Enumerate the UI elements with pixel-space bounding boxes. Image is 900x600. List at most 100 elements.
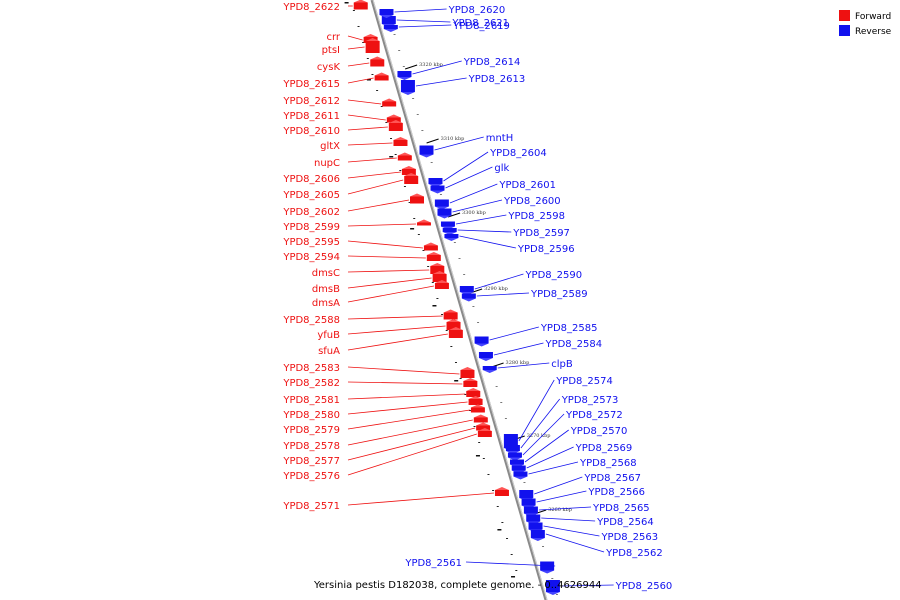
reverse-gene-block[interactable]: [507, 452, 522, 458]
reverse-gene-label[interactable]: YPD8_2560: [615, 581, 673, 592]
reverse-gene-label[interactable]: YPD8_2567: [583, 473, 641, 484]
reverse-gene-label[interactable]: mntH: [486, 133, 514, 144]
reverse-gene-label[interactable]: YPD8_2572: [565, 410, 623, 421]
reverse-gene-label[interactable]: YPD8_2568: [579, 458, 637, 469]
forward-gene-block[interactable]: [410, 196, 424, 204]
reverse-gene-block[interactable]: [503, 434, 518, 448]
reverse-gene-label[interactable]: YPD8_2574: [555, 376, 613, 387]
reverse-gene[interactable]: [507, 452, 522, 461]
reverse-gene-label[interactable]: YPD8_2584: [544, 339, 602, 350]
reverse-gene-block[interactable]: [437, 208, 452, 216]
reverse-gene-block[interactable]: [523, 506, 538, 514]
reverse-gene-label[interactable]: YPD8_2620: [448, 5, 506, 16]
forward-gene[interactable]: [423, 242, 438, 251]
forward-gene-label[interactable]: YPD8_2622: [282, 2, 340, 13]
reverse-gene-label[interactable]: YPD8_2562: [605, 548, 663, 559]
forward-gene[interactable]: [477, 428, 492, 437]
forward-gene-block[interactable]: [432, 274, 447, 282]
forward-gene-block[interactable]: [466, 391, 481, 397]
reverse-gene-block[interactable]: [397, 71, 412, 77]
forward-gene[interactable]: [432, 271, 447, 282]
reverse-gene[interactable]: [419, 145, 434, 158]
forward-gene[interactable]: [410, 193, 424, 204]
forward-gene-block[interactable]: [382, 101, 397, 107]
forward-gene-label[interactable]: YPD8_2571: [282, 501, 340, 512]
forward-gene-label[interactable]: YPD8_2606: [282, 174, 340, 185]
reverse-gene-label[interactable]: YPD8_2590: [524, 270, 582, 281]
forward-gene-block[interactable]: [397, 155, 412, 161]
forward-gene-block[interactable]: [468, 399, 483, 405]
reverse-gene-label[interactable]: YPD8_2563: [600, 532, 658, 543]
forward-gene-block[interactable]: [416, 222, 431, 226]
reverse-gene-block[interactable]: [419, 145, 434, 155]
reverse-gene-label[interactable]: YPD8_2565: [592, 503, 650, 514]
forward-gene[interactable]: [434, 280, 449, 289]
reverse-gene-label[interactable]: YPD8_2585: [540, 323, 598, 334]
reverse-gene[interactable]: [383, 25, 398, 32]
reverse-gene[interactable]: [530, 530, 545, 541]
forward-gene-label[interactable]: YPD8_2605: [282, 190, 340, 201]
forward-gene[interactable]: [463, 378, 478, 387]
forward-gene[interactable]: [374, 72, 389, 81]
reverse-gene-label[interactable]: YPD8_2564: [596, 517, 654, 528]
reverse-gene-block[interactable]: [505, 445, 520, 451]
forward-gene[interactable]: [370, 56, 385, 67]
reverse-gene[interactable]: [513, 471, 528, 480]
reverse-gene-block[interactable]: [444, 234, 459, 238]
forward-gene-label[interactable]: YPD8_2602: [282, 207, 340, 218]
reverse-gene-block[interactable]: [478, 352, 493, 358]
forward-gene-block[interactable]: [443, 312, 458, 320]
forward-gene-label[interactable]: YPD8_2612: [282, 96, 340, 107]
reverse-gene-block[interactable]: [461, 293, 476, 299]
reverse-gene[interactable]: [434, 199, 449, 210]
reverse-gene-block[interactable]: [428, 178, 443, 184]
forward-gene-label[interactable]: YPD8_2610: [282, 126, 340, 137]
forward-gene-label[interactable]: YPD8_2594: [282, 252, 340, 263]
forward-gene[interactable]: [446, 319, 461, 330]
reverse-gene-label[interactable]: YPD8_2573: [561, 395, 619, 406]
forward-gene-label[interactable]: ptsI: [322, 45, 340, 56]
forward-gene-label[interactable]: dmsC: [312, 268, 340, 279]
reverse-gene[interactable]: [397, 71, 412, 80]
reverse-gene-block[interactable]: [434, 199, 449, 207]
reverse-gene[interactable]: [545, 580, 560, 595]
forward-gene-block[interactable]: [370, 59, 385, 67]
forward-gene-label[interactable]: sfuA: [318, 346, 340, 357]
forward-gene[interactable]: [416, 219, 431, 226]
forward-gene[interactable]: [466, 388, 481, 397]
reverse-gene-label[interactable]: YPD8_2621: [451, 18, 509, 29]
forward-gene[interactable]: [448, 327, 463, 338]
forward-gene-block[interactable]: [434, 283, 449, 289]
reverse-gene-block[interactable]: [442, 228, 457, 232]
reverse-gene-label[interactable]: YPD8_2601: [498, 180, 556, 191]
forward-gene[interactable]: [404, 173, 419, 184]
forward-gene[interactable]: [494, 487, 509, 496]
forward-gene-block[interactable]: [477, 431, 492, 437]
forward-gene-block[interactable]: [470, 407, 485, 413]
reverse-gene-block[interactable]: [526, 514, 541, 522]
forward-gene-label[interactable]: cysK: [317, 62, 341, 73]
forward-gene-label[interactable]: YPD8_2580: [282, 410, 340, 421]
reverse-gene-label[interactable]: YPD8_2596: [517, 244, 575, 255]
reverse-gene-block[interactable]: [521, 498, 536, 506]
reverse-gene[interactable]: [444, 234, 459, 241]
forward-gene[interactable]: [397, 152, 412, 161]
forward-gene-block[interactable]: [386, 117, 401, 123]
reverse-gene-block[interactable]: [379, 9, 394, 15]
reverse-gene-label[interactable]: YPD8_2613: [468, 74, 526, 85]
reverse-gene-label[interactable]: YPD8_2619: [452, 21, 510, 32]
forward-gene-label[interactable]: dmsB: [312, 284, 340, 295]
reverse-gene-block[interactable]: [482, 366, 497, 370]
forward-gene-block[interactable]: [401, 169, 416, 175]
forward-gene[interactable]: [443, 309, 458, 320]
forward-gene[interactable]: [430, 263, 445, 274]
forward-gene-label[interactable]: YPD8_2595: [282, 237, 340, 248]
reverse-gene-label[interactable]: YPD8_2570: [570, 426, 628, 437]
forward-gene-label[interactable]: YPD8_2599: [282, 222, 340, 233]
forward-gene-block[interactable]: [426, 255, 441, 261]
forward-gene-block[interactable]: [353, 2, 368, 10]
forward-gene[interactable]: [393, 137, 408, 146]
forward-gene[interactable]: [401, 166, 416, 175]
reverse-gene-label[interactable]: YPD8_2600: [503, 196, 561, 207]
reverse-gene-block[interactable]: [381, 16, 396, 24]
